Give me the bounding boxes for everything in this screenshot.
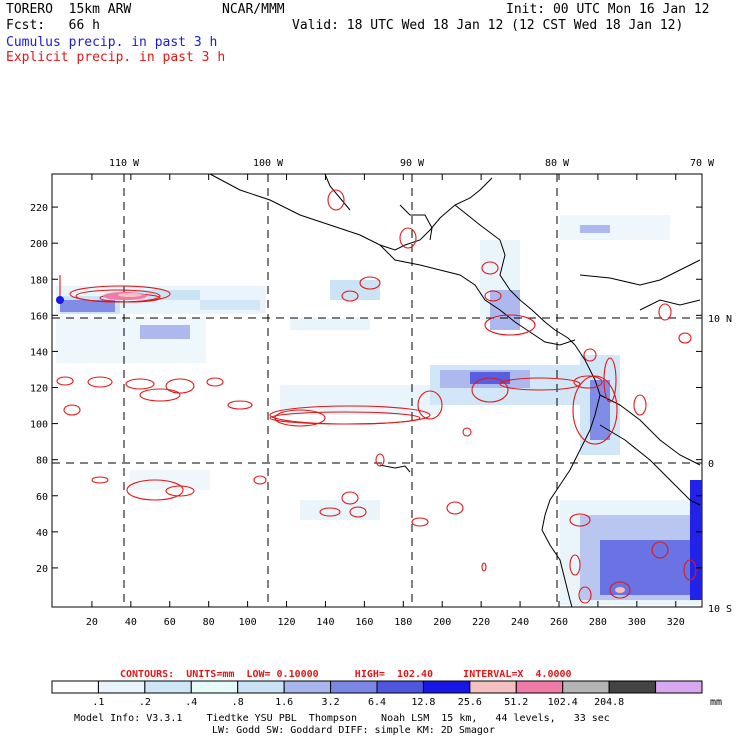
- x-tick-label: 300: [628, 617, 646, 628]
- model-title: TORERO 15km ARW: [6, 2, 132, 17]
- colorbar: [51, 680, 703, 694]
- colorbar-label: .8: [231, 697, 244, 708]
- colorbar-unit: mm: [710, 697, 723, 708]
- colorbar-swatch: [608, 680, 657, 694]
- colorbar-swatch: [283, 680, 332, 694]
- x-tick-label: 80: [203, 617, 215, 628]
- y-tick-label: 20: [36, 564, 48, 575]
- colorbar-label: .1: [92, 697, 105, 708]
- colorbar-label: 102.4: [547, 697, 578, 708]
- colorbar-swatch: [144, 680, 192, 694]
- heavy-precip-fills: [56, 292, 625, 593]
- colorbar-swatch: [562, 680, 610, 694]
- forecast-hour: Fcst: 66 h: [6, 18, 100, 33]
- x-tick-label: 200: [433, 617, 451, 628]
- x-tick-label: 240: [511, 617, 529, 628]
- x-tick-label: 120: [278, 617, 296, 628]
- colorbar-label: .2: [138, 697, 151, 708]
- init-time: Init: 00 UTC Mon 16 Jan 12: [506, 2, 710, 17]
- y-tick-label: 80: [36, 456, 48, 467]
- x-tick-label: 140: [316, 617, 334, 628]
- colorbar-swatch: [655, 680, 703, 694]
- x-tick-label: 20: [86, 617, 98, 628]
- x-tick-label: 220: [472, 617, 490, 628]
- lon-label: 110 W: [109, 158, 140, 169]
- colorbar-label: 51.2: [504, 697, 529, 708]
- y-tick-label: 120: [30, 384, 48, 395]
- colorbar-swatch: [51, 680, 99, 694]
- x-tick-label: 100: [239, 617, 257, 628]
- y-tick-label: 140: [30, 347, 48, 358]
- valid-time: Valid: 18 UTC Wed 18 Jan 12 (12 CST Wed …: [292, 18, 684, 33]
- x-tick-label: 160: [355, 617, 373, 628]
- colorbar-swatch: [515, 680, 564, 694]
- colorbar-swatch: [237, 680, 285, 694]
- x-tick-label: 180: [394, 617, 412, 628]
- explicit-legend-line: Explicit precip. in past 3 h: [6, 50, 226, 65]
- colorbar-swatch: [97, 680, 146, 694]
- y-tick-label: 160: [30, 311, 48, 322]
- x-tick-label: 40: [125, 617, 137, 628]
- colorbar-label: 1.6: [275, 697, 294, 708]
- contour-info: CONTOURS: UNITS=mm LOW= 0.10000 HIGH= 10…: [120, 669, 572, 680]
- colorbar-label: 6.4: [367, 697, 387, 708]
- explicit-precip-contours: [56, 189, 697, 604]
- x-tick-label: 60: [164, 617, 176, 628]
- colorbar-swatch: [469, 680, 517, 694]
- cumulus-legend-line: Cumulus precip. in past 3 h: [6, 35, 218, 50]
- model-physics: LW: Godd SW: Goddard DIFF: simple KM: 2D…: [212, 725, 495, 736]
- colorbar-swatch: [376, 680, 424, 694]
- colorbar-swatch: [190, 680, 239, 694]
- x-tick-label: 280: [589, 617, 607, 628]
- lon-label: 80 W: [545, 158, 570, 169]
- colorbar-label: .4: [185, 697, 198, 708]
- lat-label: 0: [708, 459, 714, 470]
- y-tick-label: 220: [30, 203, 48, 214]
- colorbar-swatch: [330, 680, 378, 694]
- lon-label: 90 W: [400, 158, 425, 169]
- x-tick-label: 260: [550, 617, 568, 628]
- y-tick-label: 200: [30, 239, 48, 250]
- map-axes: 220 200 180 160 140 120 100 80 60 40 20 20 40 60 80 100…: [30, 158, 732, 628]
- y-tick-label: 60: [36, 492, 48, 503]
- lon-label: 100 W: [253, 158, 284, 169]
- y-tick-label: 40: [36, 528, 48, 539]
- colorbar-label: 3.2: [321, 697, 340, 708]
- lon-label: 70 W: [690, 158, 715, 169]
- colorbar-swatch: [422, 680, 471, 694]
- lat-label: 10 N: [708, 314, 732, 325]
- colorbar-label: 204.8: [594, 697, 625, 708]
- lat-label: 10 S: [708, 604, 732, 615]
- x-tick-label: 320: [667, 617, 685, 628]
- y-tick-label: 100: [30, 420, 48, 431]
- y-tick-label: 180: [30, 275, 48, 286]
- colorbar-label: 12.8: [411, 697, 436, 708]
- organization-label: NCAR/MMM: [222, 2, 285, 17]
- colorbar-label: 25.6: [457, 697, 482, 708]
- model-info: Model Info: V3.3.1 Tiedtke YSU PBL Thomp…: [74, 713, 610, 724]
